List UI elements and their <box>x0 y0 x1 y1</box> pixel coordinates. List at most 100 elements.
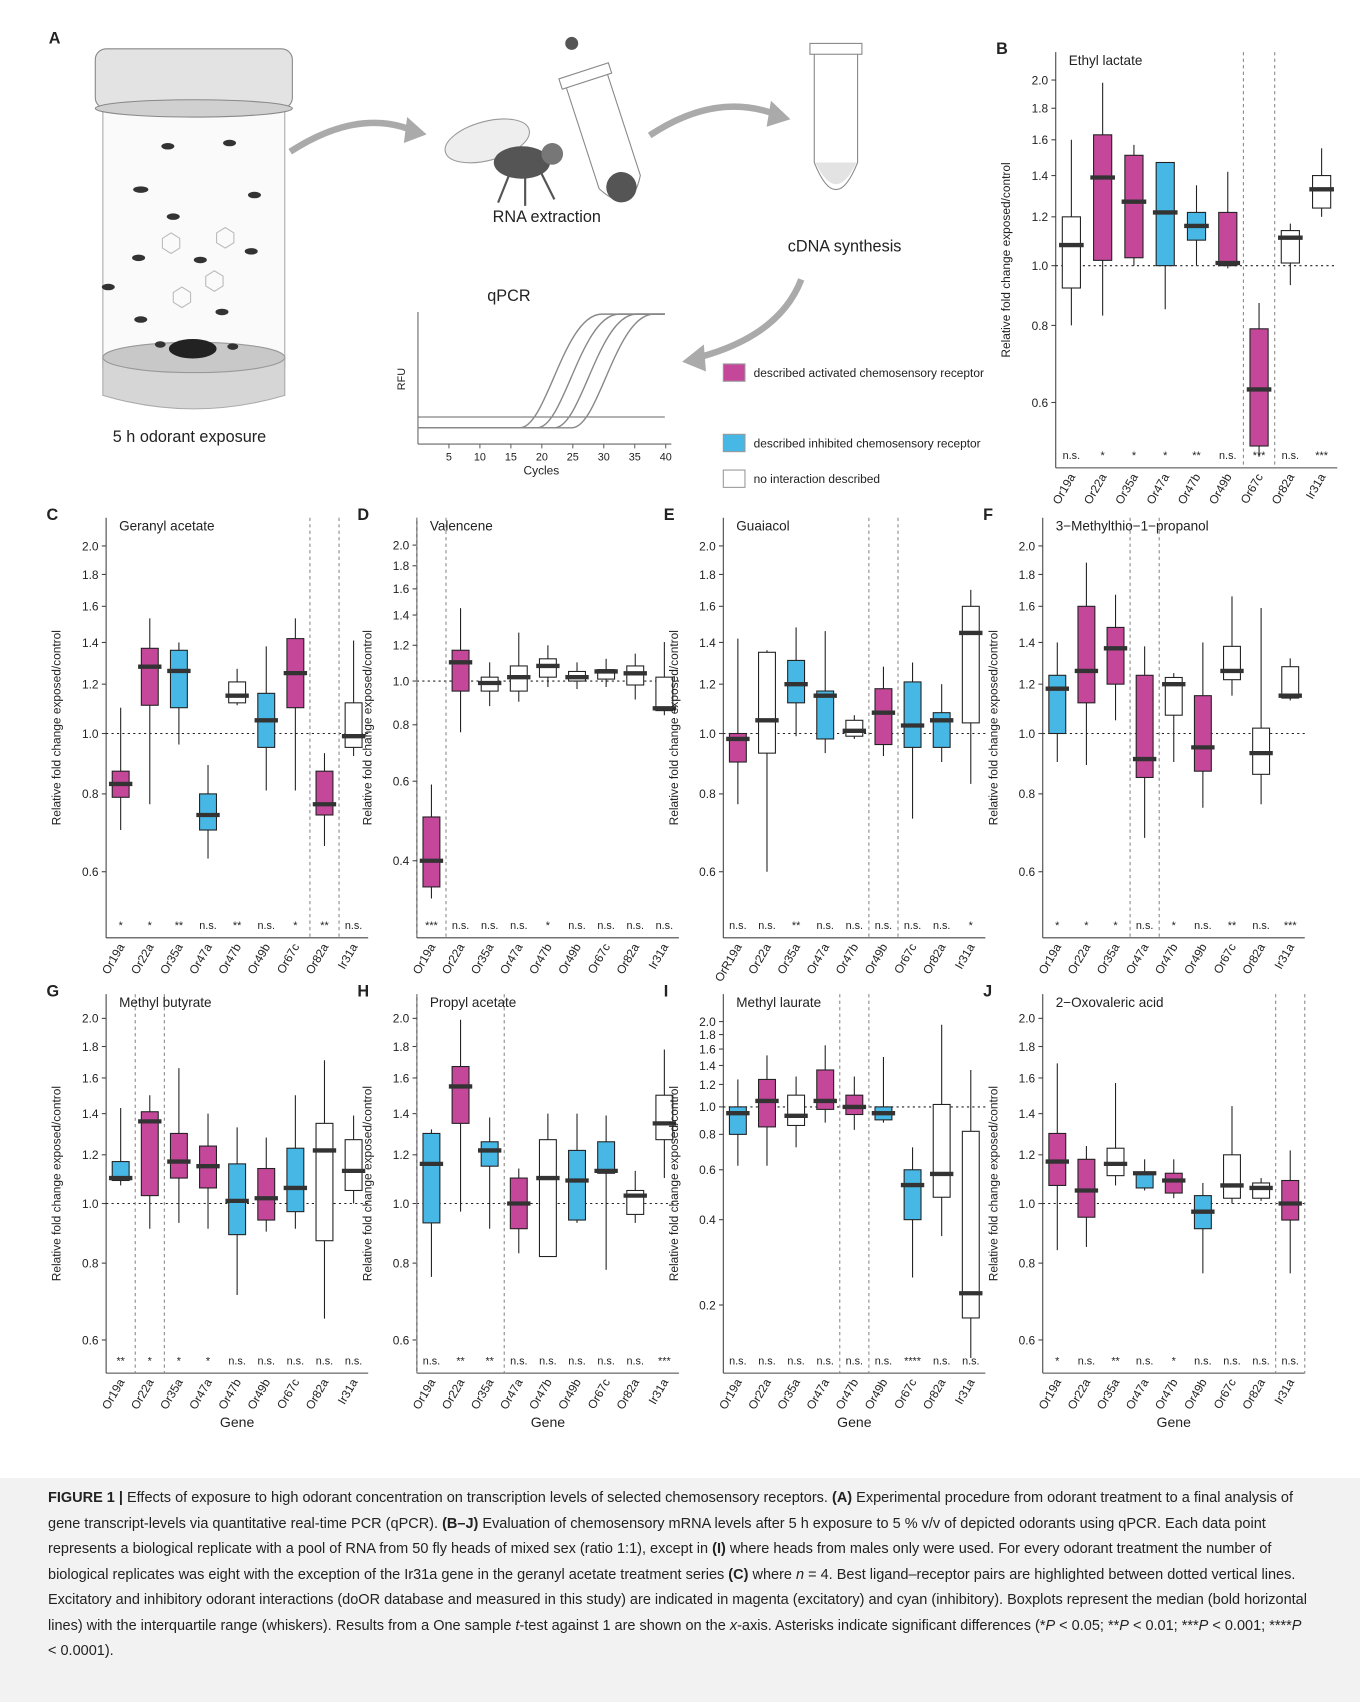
x-tick-label: Or35a <box>468 1376 497 1412</box>
arrows <box>290 107 801 358</box>
x-tick-label: Or82a <box>1239 941 1268 977</box>
x-tick-label: Or82a <box>920 1376 949 1412</box>
qpcr-xlabel: Cycles <box>524 463 560 477</box>
box <box>962 1131 979 1318</box>
y-tick-label: 1.2 <box>393 639 410 653</box>
y-axis-label: Relative fold change exposed/control <box>667 1086 681 1281</box>
significance-label: n.s. <box>228 1355 245 1367</box>
chart: 0.60.81.01.21.41.61.82.0n.s.OrR19an.s.Or… <box>664 506 986 984</box>
panel-label: D <box>357 506 369 524</box>
caption-text: P <box>1199 1618 1209 1634</box>
page: {"diagram": {"label": "A", "steps": ["5 … <box>0 0 1360 1702</box>
y-axis-label: Relative fold change exposed/control <box>50 630 64 825</box>
y-tick-label: 1.0 <box>1032 259 1049 273</box>
x-tick-label: Or35a <box>774 1376 803 1412</box>
chart: 0.40.60.81.01.21.41.61.82.0***Or19an.s.O… <box>357 506 679 977</box>
x-tick-label: Or22a <box>1065 941 1094 977</box>
arrow-head <box>404 117 427 143</box>
x-tick-label: Ir31a <box>952 1376 978 1407</box>
legend-label: described inhibited chemosensory recepto… <box>754 436 981 450</box>
x-tick-label: Or49b <box>1181 941 1210 977</box>
panel-label: C <box>47 506 59 524</box>
step-label: 5 h odorant exposure <box>113 428 266 446</box>
y-axis-label: Relative fold change exposed/control <box>50 1086 64 1281</box>
significance-label: n.s. <box>1282 1355 1299 1367</box>
significance-label: n.s. <box>729 1355 746 1367</box>
box <box>1094 135 1112 261</box>
legend-label: described activated chemosensory recepto… <box>754 366 984 380</box>
box <box>316 771 333 815</box>
x-axis-label: Gene <box>220 1414 255 1430</box>
x-tick-label: Or47a <box>497 1376 526 1412</box>
significance-label: n.s. <box>1219 450 1236 462</box>
x-tick-label: Or82a <box>614 941 643 977</box>
box <box>759 652 776 753</box>
box <box>846 720 863 736</box>
y-tick-label: 1.8 <box>393 559 410 573</box>
x-tick-label: Or22a <box>128 941 157 977</box>
qpcr-tick-label: 10 <box>474 451 486 463</box>
y-tick-label: 0.6 <box>1032 396 1049 410</box>
caption: FIGURE 1 | Effects of exposure to high o… <box>0 1478 1360 1702</box>
significance-label: n.s. <box>568 1355 585 1367</box>
fly <box>227 343 238 349</box>
box <box>875 689 892 745</box>
y-tick-label: 0.4 <box>393 854 410 868</box>
x-tick-label: Or22a <box>745 941 774 977</box>
x-tick-label: Or35a <box>1094 941 1123 977</box>
fly <box>155 341 166 347</box>
significance-label: * <box>119 920 124 932</box>
x-tick-label: Or49b <box>245 941 274 977</box>
significance-label: n.s. <box>452 920 469 932</box>
tube-liquid <box>815 163 856 185</box>
x-tick-label: Or19a <box>410 1376 439 1412</box>
significance-label: n.s. <box>846 1355 863 1367</box>
qpcr-tick-label: 35 <box>629 451 641 463</box>
x-tick-label: Ir31a <box>1271 1376 1297 1407</box>
x-tick-label: Or47b <box>215 1376 244 1412</box>
significance-label: n.s. <box>933 1355 950 1367</box>
x-tick-label: Or67c <box>585 1376 613 1411</box>
box <box>1194 696 1211 772</box>
x-tick-label: Or67c <box>585 941 613 976</box>
y-axis-label: Relative fold change exposed/control <box>986 1086 1000 1281</box>
x-tick-label: Or49b <box>862 941 891 977</box>
significance-label: n.s. <box>729 920 746 932</box>
significance-label: n.s. <box>627 1355 644 1367</box>
chart-title: Geranyl acetate <box>119 519 214 534</box>
significance-label: n.s. <box>1063 450 1080 462</box>
significance-label: n.s. <box>539 1355 556 1367</box>
x-tick-label: Or67c <box>1211 1376 1239 1411</box>
panel-label: H <box>357 982 369 1000</box>
box <box>423 817 440 887</box>
y-tick-label: 1.2 <box>699 677 716 691</box>
fly <box>132 255 145 261</box>
y-tick-label: 1.8 <box>1032 102 1049 116</box>
significance-label: * <box>148 920 153 932</box>
x-tick-label: Or47b <box>526 1376 555 1412</box>
significance-label: n.s. <box>1194 1355 1211 1367</box>
box <box>759 1079 776 1126</box>
significance-label: * <box>1172 920 1177 932</box>
significance-label: ** <box>1111 1355 1120 1367</box>
step-label: qPCR <box>487 287 530 305</box>
x-tick-label: Or67c <box>274 941 302 976</box>
caption-text: < 0.05; ** <box>1055 1618 1119 1634</box>
caption-text: < 0.01; *** <box>1129 1618 1199 1634</box>
significance-label: ** <box>485 1355 494 1367</box>
box <box>423 1133 440 1222</box>
x-tick-label: Or47a <box>186 941 215 977</box>
y-tick-label: 0.4 <box>699 1213 716 1227</box>
x-tick-label: Or47a <box>803 1376 832 1412</box>
caption-text: (B–J) <box>442 1516 478 1532</box>
significance-label: n.s. <box>597 920 614 932</box>
x-tick-label: Or19a <box>1050 471 1079 507</box>
caption-text: -test against 1 are shown on the <box>519 1618 729 1634</box>
caption-text: x <box>730 1618 737 1634</box>
x-tick-label: Ir31a <box>1271 941 1297 972</box>
y-tick-label: 2.0 <box>699 539 716 553</box>
curve <box>418 314 665 428</box>
figure: A 5 h odorant exposure <box>0 0 1360 1475</box>
jar <box>103 103 285 368</box>
x-tick-label: Or47b <box>833 1376 862 1412</box>
